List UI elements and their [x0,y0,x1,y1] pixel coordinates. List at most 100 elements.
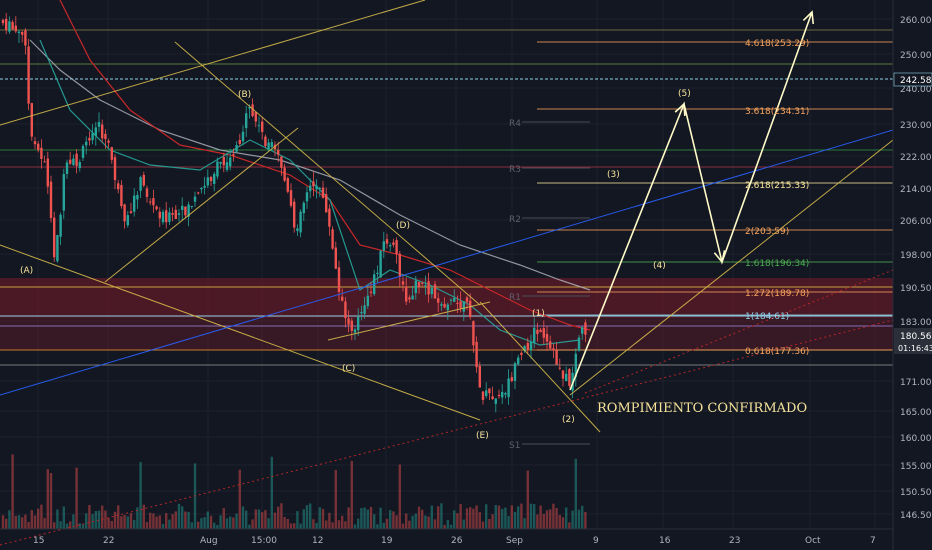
volume-bar-349 [347,507,350,529]
volume-bar-374 [373,514,376,529]
candle-body-381 [379,250,382,278]
volume-bar-310 [309,503,312,529]
current-price-tag [893,72,932,87]
candle-body-134 [133,195,136,212]
volume-bar-301 [299,523,302,529]
candle-body-256 [254,112,257,122]
candle-body-537 [536,329,539,335]
candle-body-182 [181,205,184,210]
candle-body-83 [81,145,85,158]
volume-bar-425 [424,515,427,529]
candle-body-144 [142,174,145,186]
candle-body-192 [190,206,193,208]
volume-bar-166 [165,513,168,529]
candle-body-99 [97,122,101,127]
candle-body-336 [334,247,337,269]
candle-body-176 [174,209,177,220]
volume-bar-134 [133,519,136,529]
volume-bar-371 [369,506,373,529]
volume-bar-240 [238,469,241,529]
volume-bar-121 [120,516,123,529]
candle-body-67 [65,162,69,175]
candle-body-288 [286,178,289,192]
volume-bar-6 [5,518,8,529]
candle-body-477 [475,341,478,368]
volume-bar-278 [277,506,280,529]
pivot-r4: R4 [509,119,521,129]
volume-bar-336 [334,469,337,529]
volume-bar-333 [331,522,334,529]
volume-bar-221 [219,515,222,529]
volume-bar-531 [529,503,533,529]
candle-body-198 [197,192,200,194]
candle-body-473 [472,321,475,346]
candle-body-227 [225,162,229,170]
candle-body-512 [510,377,513,382]
fib-4618-label: 4.618(253.29) [745,39,809,49]
candle-body-486 [485,390,488,397]
volume-bar-176 [174,511,177,529]
candle-body-22 [21,32,24,35]
volume-bar-9 [8,510,11,529]
candle-body-560 [558,367,561,369]
arrow-head-0 [674,102,686,117]
candle-body-96 [94,127,97,136]
candle-body-339 [337,267,341,292]
resistance-zone-lower [0,318,893,350]
candle-body-115 [113,157,117,181]
x-tick-23: 23 [729,536,740,546]
candle-body-467 [465,297,469,303]
volume-bar-339 [337,520,341,529]
volume-bar-179 [177,503,181,529]
candle-body-291 [289,190,293,206]
candle-body-301 [299,211,302,233]
volume-bar-496 [494,504,497,529]
x-tick-26: 26 [451,536,463,546]
candle-body-483 [481,391,485,400]
volume-bar-499 [497,505,501,529]
volume-bar-550 [549,509,552,529]
candle-body-166 [165,210,168,223]
projection-path [569,11,813,391]
volume-bar-275 [273,512,277,529]
candle-body-480 [478,365,481,388]
volume-bar-512 [510,505,513,529]
volume-bar-569 [568,522,571,529]
volume-bar-342 [341,515,344,529]
ma-100 [59,0,591,331]
candle-body-355 [353,329,357,333]
trend-line-9 [0,319,894,546]
pivot-s1: S1 [509,441,520,451]
candle-body-563 [561,370,565,379]
volume-bar-288 [286,518,289,529]
volume-bar-313 [312,519,315,529]
volume-bar-579 [577,509,581,529]
candle-body-470 [469,300,472,318]
candle-body-150 [149,201,152,203]
volume-bar-489 [488,518,491,529]
volume-bar-451 [449,524,453,529]
candle-body-416 [414,280,417,294]
candle-body-454 [453,298,456,302]
candle-body-249 [248,107,251,109]
candle-body-406 [405,286,408,302]
volume-bar-38 [37,508,40,529]
volume-bar-445 [443,524,446,529]
y-tick-171: 171.00 [900,378,932,388]
volume-bar-483 [481,521,485,529]
candle-body-93 [91,132,94,141]
volume-bar-25 [24,514,27,529]
candle-body-528 [526,342,529,350]
volume-bar-563 [561,517,565,529]
volume-bar-515 [513,511,517,529]
horizontal-lines [0,29,893,445]
candle-body-64 [62,174,65,211]
y-tick-222: 222.00 [900,153,932,163]
volume-bar-294 [293,523,296,529]
candle-body-233 [232,154,235,156]
volume-bar-361 [360,508,363,529]
candle-body-253 [251,104,254,117]
volume-bar-422 [421,509,424,529]
